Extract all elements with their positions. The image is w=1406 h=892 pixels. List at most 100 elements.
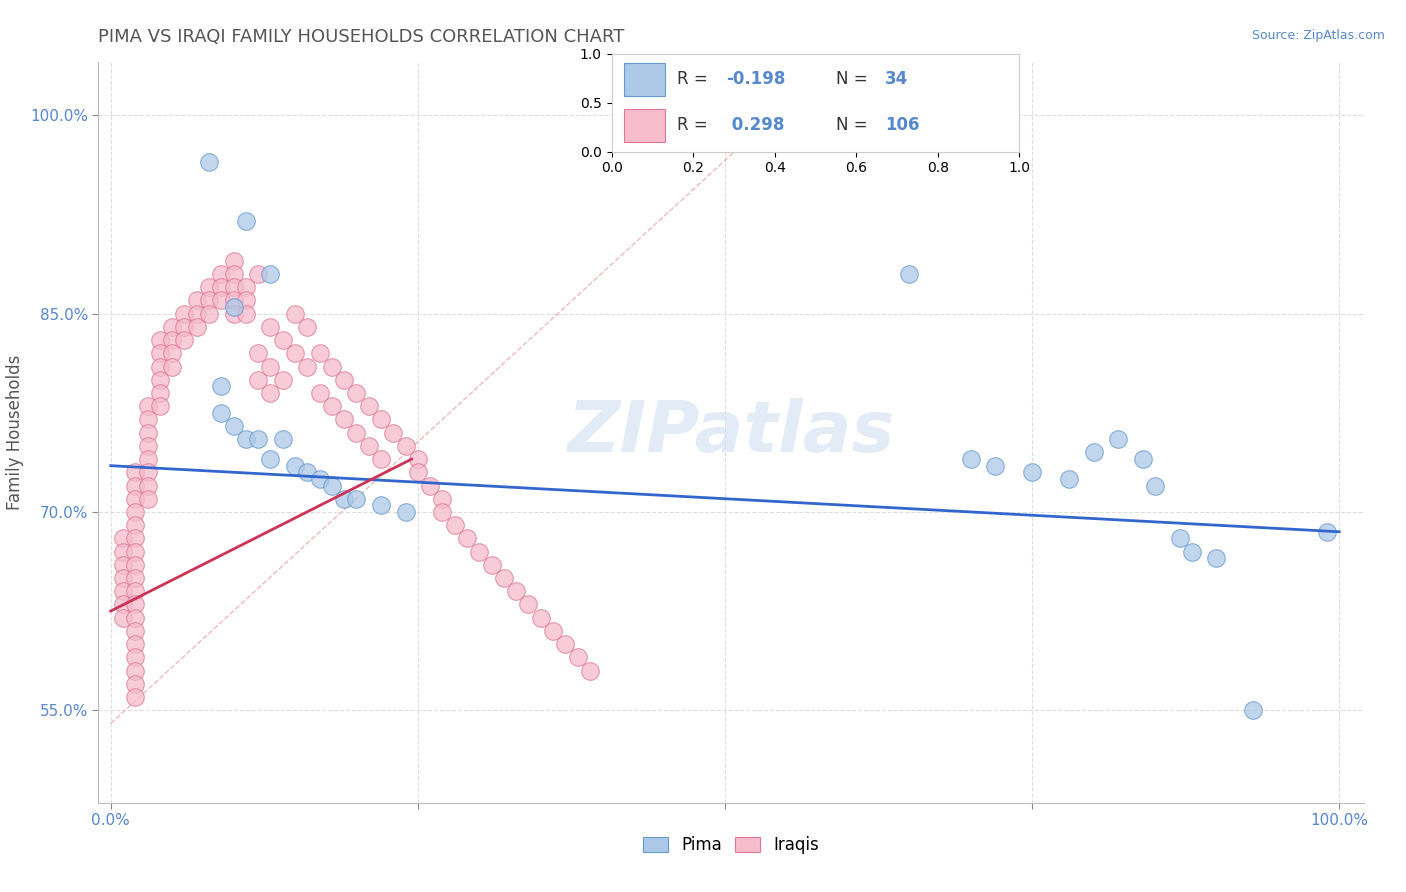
Point xyxy=(235,214,257,228)
Point xyxy=(1168,532,1191,546)
Point xyxy=(124,598,146,612)
Point xyxy=(136,399,159,413)
Point xyxy=(186,307,208,321)
Point xyxy=(149,333,172,347)
Point xyxy=(284,346,307,360)
Point xyxy=(1083,445,1105,459)
Point xyxy=(259,359,281,374)
Point xyxy=(222,280,245,294)
Point xyxy=(124,664,146,678)
Point xyxy=(297,359,319,374)
Point xyxy=(111,532,134,546)
Point xyxy=(321,399,343,413)
Point xyxy=(136,478,159,492)
Point xyxy=(186,319,208,334)
Point xyxy=(271,373,294,387)
Point xyxy=(344,386,367,401)
Point xyxy=(321,359,343,374)
Text: R =: R = xyxy=(676,70,713,88)
Point xyxy=(344,425,367,440)
Point xyxy=(111,571,134,585)
Point xyxy=(149,359,172,374)
Point xyxy=(198,293,221,308)
Point xyxy=(222,293,245,308)
Point xyxy=(149,346,172,360)
Point xyxy=(136,425,159,440)
Point xyxy=(443,518,465,533)
Point xyxy=(308,386,330,401)
Point xyxy=(124,637,146,651)
Point xyxy=(1316,524,1339,539)
Point xyxy=(235,307,257,321)
Point xyxy=(124,558,146,572)
Point xyxy=(111,544,134,558)
Point xyxy=(984,458,1007,473)
Point xyxy=(173,307,195,321)
Point xyxy=(136,452,159,467)
Point xyxy=(284,458,307,473)
Point xyxy=(321,478,343,492)
Point xyxy=(173,319,195,334)
Point xyxy=(1181,544,1204,558)
Point xyxy=(468,544,491,558)
Point xyxy=(370,412,392,426)
Point xyxy=(456,532,478,546)
Point xyxy=(259,267,281,281)
Point xyxy=(1241,703,1264,717)
Point xyxy=(111,558,134,572)
Point xyxy=(333,491,356,506)
Point xyxy=(714,829,737,843)
Point xyxy=(136,439,159,453)
Point xyxy=(235,432,257,446)
Point xyxy=(173,333,195,347)
Point xyxy=(124,650,146,665)
Text: 0.298: 0.298 xyxy=(725,116,785,134)
Point xyxy=(111,584,134,599)
Point xyxy=(124,690,146,704)
Point xyxy=(124,571,146,585)
Point xyxy=(209,280,232,294)
Point xyxy=(136,412,159,426)
Point xyxy=(579,664,602,678)
Point xyxy=(284,307,307,321)
Point xyxy=(541,624,564,638)
Point xyxy=(247,373,270,387)
Point xyxy=(209,406,232,420)
Point xyxy=(124,611,146,625)
Point xyxy=(259,452,281,467)
Point xyxy=(1021,465,1043,479)
Text: 106: 106 xyxy=(884,116,920,134)
Text: R =: R = xyxy=(676,116,713,134)
Point xyxy=(432,491,454,506)
Point xyxy=(333,412,356,426)
Point xyxy=(492,571,515,585)
Point xyxy=(136,491,159,506)
Point xyxy=(222,300,245,314)
Point xyxy=(406,465,429,479)
Point xyxy=(149,386,172,401)
Point xyxy=(124,491,146,506)
Point xyxy=(567,650,589,665)
Point xyxy=(357,399,380,413)
Point xyxy=(222,419,245,434)
Point xyxy=(136,465,159,479)
Point xyxy=(235,280,257,294)
Point xyxy=(271,333,294,347)
Point xyxy=(124,624,146,638)
Point xyxy=(235,293,257,308)
Point xyxy=(1057,472,1080,486)
Point xyxy=(247,267,270,281)
Point xyxy=(333,373,356,387)
Point xyxy=(124,532,146,546)
Point xyxy=(394,505,416,519)
Point xyxy=(370,499,392,513)
Point xyxy=(209,293,232,308)
Point xyxy=(111,598,134,612)
Point xyxy=(898,267,921,281)
Text: N =: N = xyxy=(835,116,873,134)
Point xyxy=(160,359,183,374)
Point xyxy=(124,478,146,492)
Point xyxy=(186,293,208,308)
Point xyxy=(247,432,270,446)
Point xyxy=(1132,452,1154,467)
